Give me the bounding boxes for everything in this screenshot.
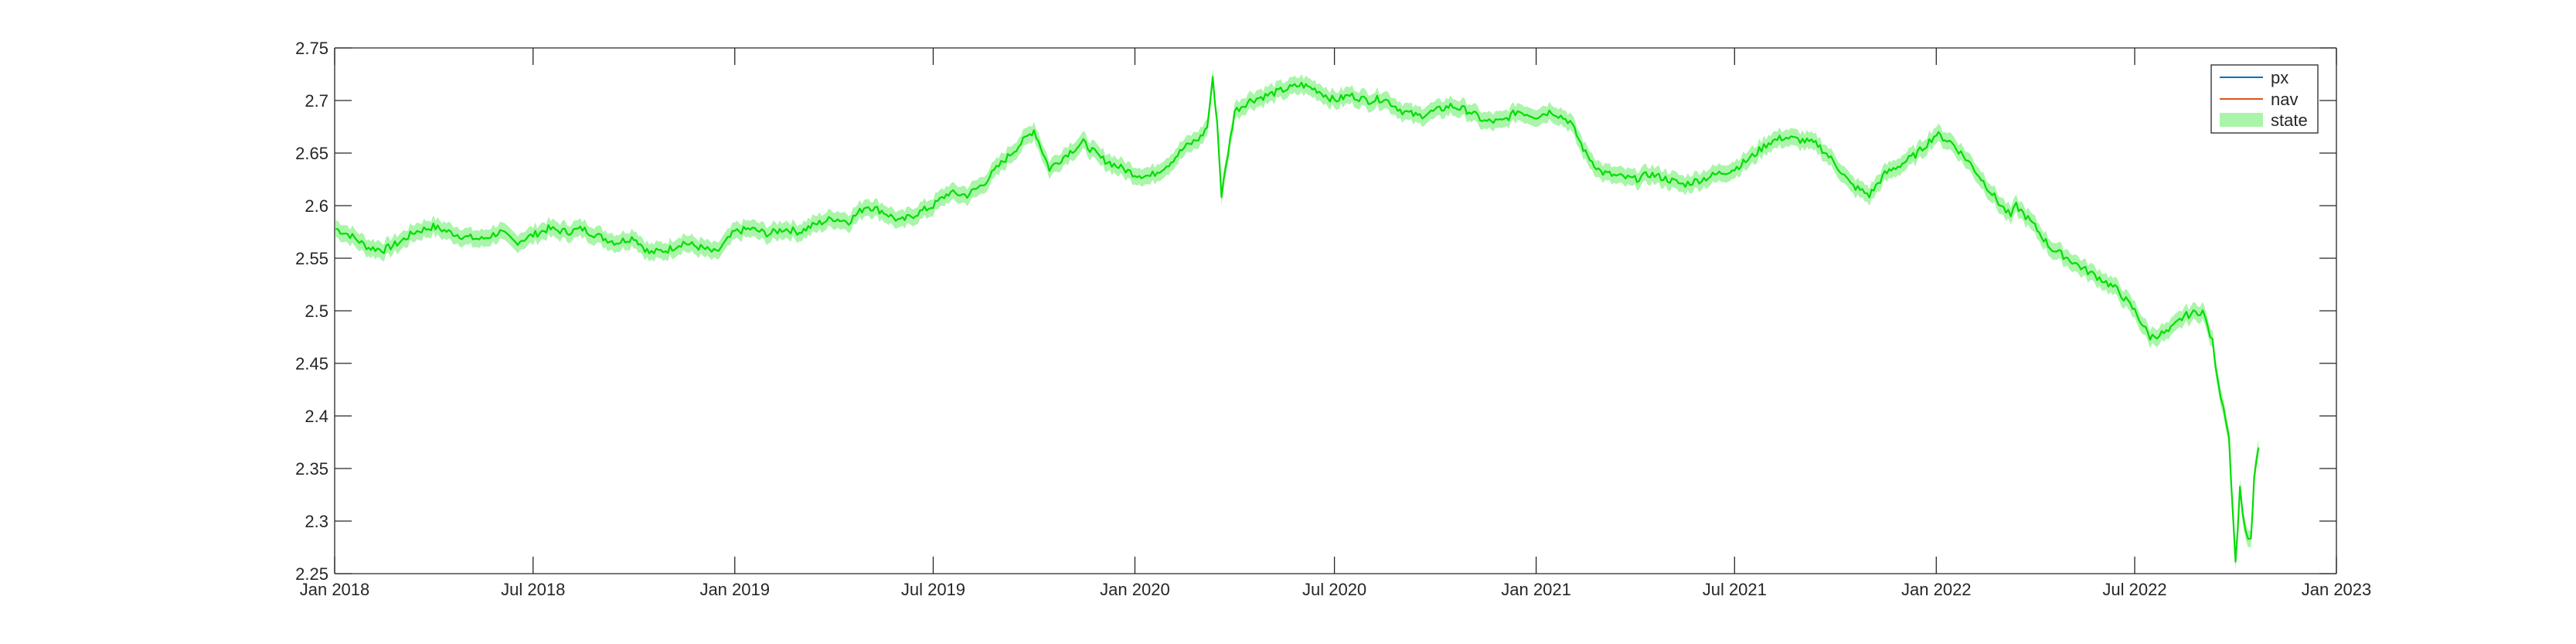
legend-state-label: state: [2271, 111, 2308, 130]
x-tick-label: Jul 2018: [501, 580, 565, 599]
x-tick-label: Jul 2020: [1302, 580, 1366, 599]
x-tick-label: Jul 2022: [2102, 580, 2166, 599]
x-tick-label: Jul 2021: [1703, 580, 1767, 599]
x-tick-label: Jul 2019: [901, 580, 965, 599]
legend-state-swatch: [2220, 113, 2263, 127]
y-tick-label: 2.5: [305, 302, 328, 321]
legend: px nav state: [2210, 64, 2319, 134]
y-tick-label: 2.4: [305, 407, 328, 426]
x-tick-label: Jan 2023: [2302, 580, 2372, 599]
y-tick-label: 2.6: [305, 196, 328, 216]
y-tick-label: 2.7: [305, 91, 328, 111]
y-tick-label: 2.75: [295, 39, 328, 58]
y-tick-label: 2.55: [295, 249, 328, 268]
y-tick-label: 2.35: [295, 459, 328, 479]
y-tick-label: 2.45: [295, 354, 328, 373]
state-line-layer: [335, 76, 2260, 563]
state-line: [335, 76, 2260, 563]
y-axis-ticks: 2.25 2.3 2.35 2.4 2.45 2.5 2.55 2.6 2.65 2.7 2.75: [295, 39, 2336, 584]
y-tick-label: 2.65: [295, 144, 328, 163]
legend-px-label: px: [2271, 68, 2288, 87]
plot-area: [335, 48, 2336, 574]
x-tick-label: Jan 2018: [300, 580, 370, 599]
legend-nav-label: nav: [2271, 90, 2298, 109]
x-tick-label: Jan 2019: [699, 580, 770, 599]
x-tick-label: Jan 2022: [1901, 580, 1972, 599]
x-axis-ticks: Jan 2018 Jul 2018 Jan 2019 Jul 2019 Jan 2020…: [300, 48, 2372, 599]
y-tick-label: 2.3: [305, 512, 328, 531]
x-tick-label: Jan 2020: [1100, 580, 1170, 599]
x-tick-label: Jan 2021: [1501, 580, 1571, 599]
y-tick-label: 2.25: [295, 564, 328, 584]
